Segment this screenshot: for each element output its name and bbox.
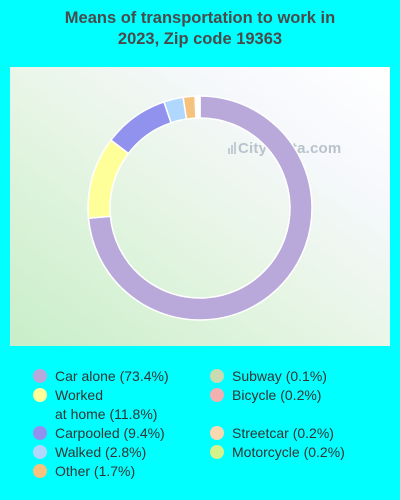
chart-title-line1: Means of transportation to work in [64,9,336,27]
city-data-logo-icon [228,142,236,154]
donut-slice-car-alone [87,95,313,321]
donut-slice-worked-at-home [87,139,130,220]
donut-slice-carpooled [109,100,173,155]
chart-title-line2: 2023, Zip code 19363 [117,30,283,48]
donut-slice-motorcycle [197,95,201,119]
chart-title: Means of transportation to work in 2023,… [0,8,400,50]
